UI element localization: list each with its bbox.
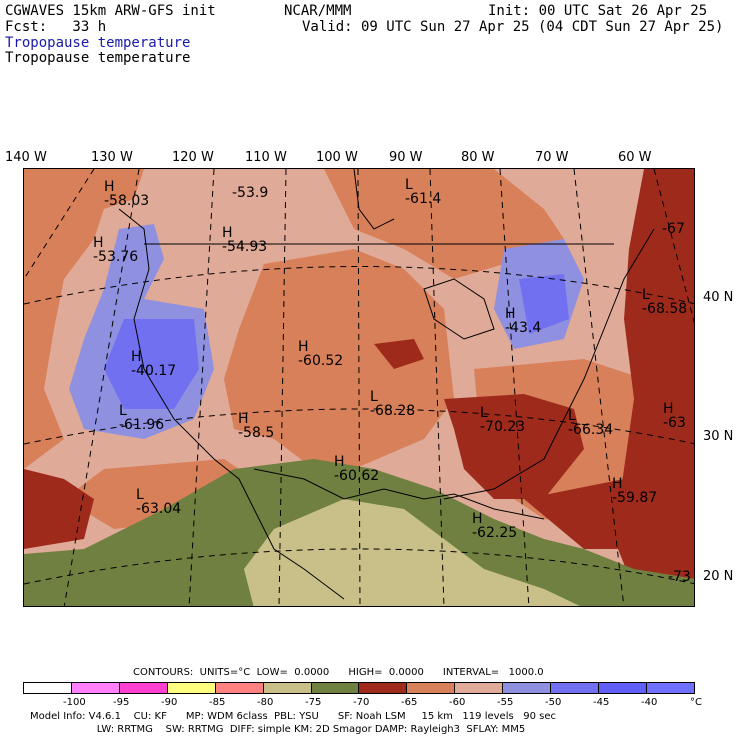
colorbar-segment bbox=[359, 683, 408, 693]
colorbar-tick: -85 bbox=[209, 697, 226, 708]
colorbar-segment bbox=[407, 683, 456, 693]
colorbar-segment bbox=[167, 683, 216, 693]
lat-label: 20 N bbox=[703, 569, 734, 584]
shade-darkred-pacific bbox=[24, 469, 94, 549]
shade-darkred-small bbox=[374, 339, 424, 369]
init-time: Init: 00 UTC Sat 26 Apr 25 bbox=[488, 3, 708, 19]
colorbar-tick: -40 bbox=[641, 697, 658, 708]
valid-time: Valid: 09 UTC Sun 27 Apr 25 (04 CDT Sun … bbox=[302, 19, 724, 35]
lon-label: 140 W bbox=[5, 150, 47, 165]
colorbar-segment bbox=[263, 683, 312, 693]
extremum-label: H -58.03 bbox=[104, 179, 150, 209]
colorbar-segment bbox=[119, 683, 168, 693]
lon-label: 60 W bbox=[618, 150, 652, 165]
colorbar-segment bbox=[646, 683, 694, 693]
forecast-hour: Fcst: 33 h bbox=[5, 19, 107, 35]
shade-darkred-southeast bbox=[444, 394, 584, 499]
extremum-label: -53.9 bbox=[232, 185, 269, 201]
extremum-label: H -59.87 bbox=[612, 476, 658, 506]
extremum-label: H -60.52 bbox=[298, 339, 344, 369]
colorbar-segment bbox=[551, 683, 600, 693]
extremum-label: H -53.76 bbox=[93, 235, 139, 265]
extremum-label: L -68.28 bbox=[370, 389, 416, 419]
colorbar-tick: -50 bbox=[545, 697, 562, 708]
extremum-label: L -70.23 bbox=[480, 405, 526, 435]
lon-label: 110 W bbox=[245, 150, 287, 165]
extremum-label: H -43.4 bbox=[505, 306, 542, 336]
extremum-label: L -68.58 bbox=[642, 287, 688, 317]
shade-lightolive-mexico bbox=[244, 499, 580, 606]
lon-label: 100 W bbox=[316, 150, 358, 165]
extremum-label: L -61.4 bbox=[405, 177, 442, 207]
tropopause-temperature-map bbox=[24, 169, 694, 606]
model-title: CGWAVES 15km ARW-GFS init bbox=[5, 3, 216, 19]
colorbar-tick: -70 bbox=[353, 697, 370, 708]
colorbar-tick: -90 bbox=[161, 697, 178, 708]
coastlines bbox=[118, 169, 655, 600]
colorbar bbox=[23, 682, 695, 694]
colorbar-tick: °C bbox=[690, 697, 702, 708]
colorbar-tick: -95 bbox=[113, 697, 130, 708]
lon-label: 90 W bbox=[389, 150, 423, 165]
extremum-label: H -62.25 bbox=[472, 511, 518, 541]
shade-blue-west-core bbox=[104, 319, 199, 409]
extremum-label: -73 bbox=[668, 569, 691, 585]
model-info-line1: Model Info: V4.6.1 CU: KF MP: WDM 6class… bbox=[30, 711, 556, 722]
colorbar-tick: -45 bbox=[593, 697, 610, 708]
latlon-grid bbox=[24, 169, 694, 606]
org-label: NCAR/MMM bbox=[284, 3, 352, 19]
model-info-line2: LW: RRTMG SW: RRTMG DIFF: simple KM: 2D … bbox=[30, 724, 526, 735]
colorbar-segment bbox=[24, 683, 72, 693]
lon-label: 70 W bbox=[535, 150, 569, 165]
shade-darkred-caribbean bbox=[524, 479, 664, 549]
lon-label: 130 W bbox=[91, 150, 133, 165]
shade-orange-west bbox=[24, 169, 144, 469]
extremum-label: L -61.96 bbox=[119, 403, 165, 433]
colorbar-segment bbox=[599, 683, 647, 693]
colorbar-tick: -80 bbox=[257, 697, 274, 708]
colorbar-segment bbox=[311, 683, 360, 693]
extremum-label: L -63.04 bbox=[136, 487, 182, 517]
colorbar-tick: -60 bbox=[449, 697, 466, 708]
colorbar-tick: -55 bbox=[497, 697, 514, 708]
lat-label: 30 N bbox=[703, 429, 734, 444]
extremum-label: H -60.62 bbox=[334, 454, 380, 484]
field-title-contour: Tropopause temperature bbox=[5, 50, 191, 66]
colorbar-segment bbox=[71, 683, 120, 693]
extremum-label: H -54.93 bbox=[222, 225, 268, 255]
shade-orange-central bbox=[224, 249, 454, 469]
lon-label: 80 W bbox=[461, 150, 495, 165]
colorbar-segment bbox=[455, 683, 504, 693]
map-panel bbox=[23, 168, 695, 607]
lat-label: 40 N bbox=[703, 290, 734, 305]
extremum-label: -67 bbox=[662, 221, 685, 237]
contours-info: CONTOURS: UNITS=°C LOW= 0.0000 HIGH= 0.0… bbox=[133, 667, 544, 678]
colorbar-tick: -65 bbox=[401, 697, 418, 708]
extremum-label: H -63 bbox=[663, 401, 686, 431]
extremum-label: H -58.5 bbox=[238, 411, 275, 441]
colorbar-segment bbox=[503, 683, 552, 693]
extremum-label: H -40.17 bbox=[131, 349, 177, 379]
extremum-label: L -66.34 bbox=[568, 408, 614, 438]
colorbar-tick: -100 bbox=[63, 697, 86, 708]
colorbar-tick: -75 bbox=[305, 697, 322, 708]
colorbar-segment bbox=[215, 683, 264, 693]
shade-blue-northeast-core bbox=[519, 274, 569, 334]
field-title-shaded: Tropopause temperature bbox=[5, 35, 191, 51]
lon-label: 120 W bbox=[172, 150, 214, 165]
